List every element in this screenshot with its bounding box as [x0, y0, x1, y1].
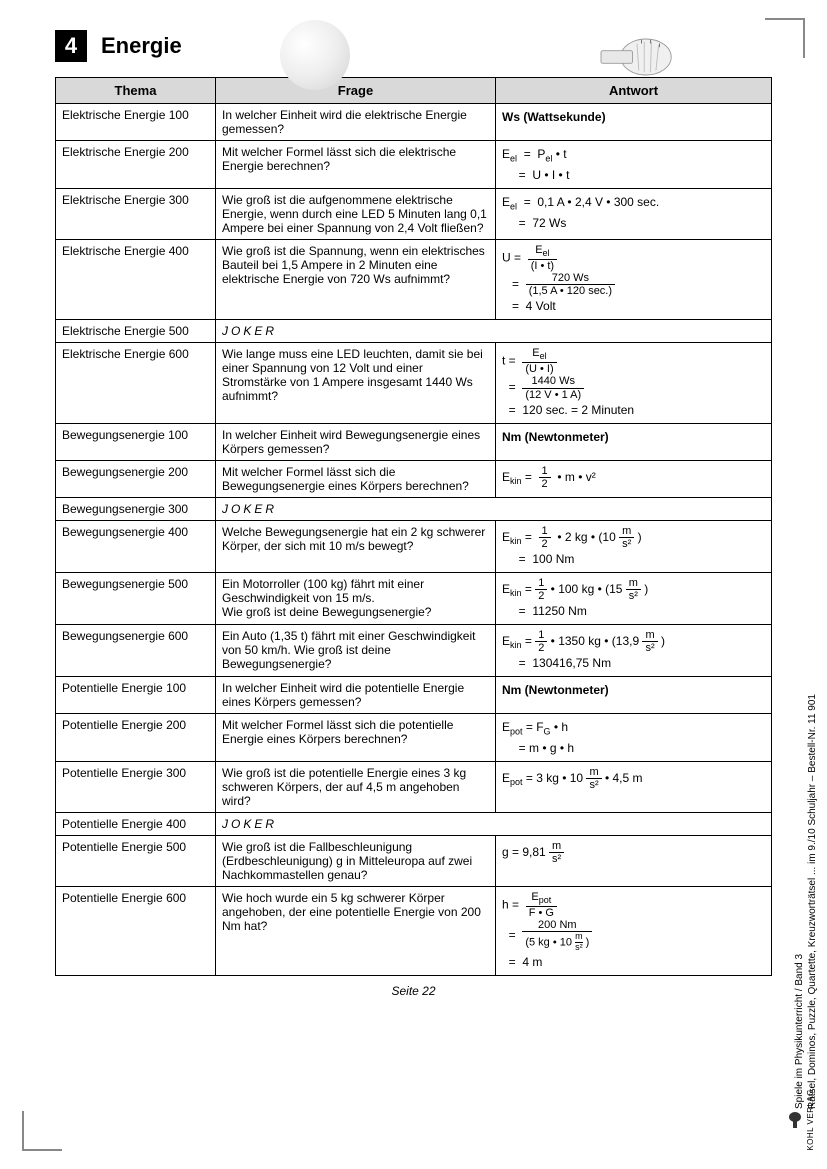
cell-thema: Elektrische Energie 200 [56, 141, 216, 189]
cell-antwort: Eel = 0,1 A • 2,4 V • 300 sec. = 72 Ws [496, 188, 772, 239]
cell-antwort: Epot = FG • h = m • g • h [496, 714, 772, 762]
table-row: Potentielle Energie 100In welcher Einhei… [56, 677, 772, 714]
cell-frage: In welcher Einheit wird Bewegungsenergie… [216, 423, 496, 460]
cell-antwort: Nm (Newtonmeter) [496, 423, 772, 460]
cell-antwort: Ekin = 12 • 100 kg • (15 ms² ) = 11250 N… [496, 572, 772, 624]
cell-frage: Welche Bewegungsenergie hat ein 2 kg sch… [216, 520, 496, 572]
cell-antwort: Ekin = 12 • 1350 kg • (13,9 ms² ) = 1304… [496, 624, 772, 676]
cell-thema: Potentielle Energie 200 [56, 714, 216, 762]
table-row: Bewegungsenergie 100In welcher Einheit w… [56, 423, 772, 460]
page-number: Seite 22 [55, 984, 772, 998]
table-row: Bewegungsenergie 500Ein Motorroller (100… [56, 572, 772, 624]
cell-frage: Ein Motorroller (100 kg) fährt mit einer… [216, 572, 496, 624]
cell-frage: Wie groß ist die aufgenommene elektrisch… [216, 188, 496, 239]
cell-thema: Elektrische Energie 100 [56, 104, 216, 141]
cell-frage: Ein Auto (1,35 t) fährt mit einer Geschw… [216, 624, 496, 676]
cell-antwort: t = Eel (U • I) = 1440 Ws (12 V • 1 A) =… [496, 343, 772, 423]
table-row: Potentielle Energie 500Wie groß ist die … [56, 836, 772, 887]
cell-frage: Wie groß ist die Fallbeschleunigung (Erd… [216, 836, 496, 887]
cell-thema: Bewegungsenergie 500 [56, 572, 216, 624]
cell-antwort: Ekin = 12 • m • v² [496, 460, 772, 497]
cell-thema: Potentielle Energie 100 [56, 677, 216, 714]
table-header-row: Thema Frage Antwort [56, 78, 772, 104]
thermostat-image [592, 25, 682, 80]
cell-antwort: g = 9,81 ms² [496, 836, 772, 887]
cell-frage: Mit welcher Formel lässt sich die Bewegu… [216, 460, 496, 497]
cell-frage: In welcher Einheit wird die potentielle … [216, 677, 496, 714]
cell-thema: Bewegungsenergie 100 [56, 423, 216, 460]
cell-thema: Potentielle Energie 300 [56, 762, 216, 813]
cell-antwort: Epot = 3 kg • 10 ms² • 4,5 m [496, 762, 772, 813]
table-row: Elektrische Energie 500JOKER [56, 320, 772, 343]
cell-antwort: Ekin = 12 • 2 kg • (10 ms² ) = 100 Nm [496, 520, 772, 572]
table-row: Potentielle Energie 400JOKER [56, 813, 772, 836]
cell-frage: Wie hoch wurde ein 5 kg schwerer Körper … [216, 887, 496, 976]
table-row: Potentielle Energie 300Wie groß ist die … [56, 762, 772, 813]
cell-antwort: Ws (Wattsekunde) [496, 104, 772, 141]
cell-frage: Wie groß ist die potentielle Energie ein… [216, 762, 496, 813]
cell-thema: Potentielle Energie 600 [56, 887, 216, 976]
qa-table: Thema Frage Antwort Elektrische Energie … [55, 77, 772, 976]
table-row: Elektrische Energie 100In welcher Einhei… [56, 104, 772, 141]
col-thema: Thema [56, 78, 216, 104]
page-content: 4 Energie Thema Frage Antwort Elektrisch… [0, 0, 827, 1018]
col-antwort: Antwort [496, 78, 772, 104]
cell-frage: Mit welcher Formel lässt sich die elektr… [216, 141, 496, 189]
cell-antwort: U = Eel (I • t) = 720 Ws (1,5 A • 120 se… [496, 239, 772, 319]
cell-antwort: Eel = Pel • t = U • I • t [496, 141, 772, 189]
cell-thema: Bewegungsenergie 400 [56, 520, 216, 572]
cell-frage: JOKER [216, 497, 772, 520]
cell-thema: Bewegungsenergie 600 [56, 624, 216, 676]
cell-thema: Potentielle Energie 500 [56, 836, 216, 887]
table-row: Bewegungsenergie 600Ein Auto (1,35 t) fä… [56, 624, 772, 676]
chapter-title: Energie [101, 33, 182, 59]
cell-frage: Mit welcher Formel lässt sich die potent… [216, 714, 496, 762]
cell-frage: In welcher Einheit wird die elektrische … [216, 104, 496, 141]
cell-thema: Potentielle Energie 400 [56, 813, 216, 836]
cell-frage: Wie groß ist die Spannung, wenn ein elek… [216, 239, 496, 319]
table-row: Elektrische Energie 600Wie lange muss ei… [56, 343, 772, 423]
table-row: Elektrische Energie 400Wie groß ist die … [56, 239, 772, 319]
table-row: Potentielle Energie 600Wie hoch wurde ei… [56, 887, 772, 976]
cell-thema: Elektrische Energie 500 [56, 320, 216, 343]
cell-frage: Wie lange muss eine LED leuchten, damit … [216, 343, 496, 423]
table-row: Bewegungsenergie 400Welche Bewegungsener… [56, 520, 772, 572]
cell-thema: Bewegungsenergie 200 [56, 460, 216, 497]
cell-thema: Bewegungsenergie 300 [56, 497, 216, 520]
cell-thema: Elektrische Energie 400 [56, 239, 216, 319]
cell-frage: JOKER [216, 813, 772, 836]
cell-antwort: Nm (Newtonmeter) [496, 677, 772, 714]
table-row: Bewegungsenergie 300JOKER [56, 497, 772, 520]
cell-thema: Elektrische Energie 600 [56, 343, 216, 423]
table-row: Elektrische Energie 300Wie groß ist die … [56, 188, 772, 239]
cell-frage: JOKER [216, 320, 772, 343]
col-frage: Frage [216, 78, 496, 104]
publisher-logo: KOHL VERLAG [787, 1089, 815, 1151]
corner-decoration-bl [22, 1111, 62, 1151]
chapter-number: 4 [55, 30, 87, 62]
decorative-orb [280, 20, 350, 90]
table-row: Elektrische Energie 200Mit welcher Forme… [56, 141, 772, 189]
table-row: Potentielle Energie 200Mit welcher Forme… [56, 714, 772, 762]
cell-thema: Elektrische Energie 300 [56, 188, 216, 239]
side-citation: Spiele im Physikunterricht / Band 3Rätse… [793, 694, 819, 1109]
cell-antwort: h = EpotF • G = 200 Nm (5 kg • 10 ms² ) … [496, 887, 772, 976]
table-row: Bewegungsenergie 200Mit welcher Formel l… [56, 460, 772, 497]
